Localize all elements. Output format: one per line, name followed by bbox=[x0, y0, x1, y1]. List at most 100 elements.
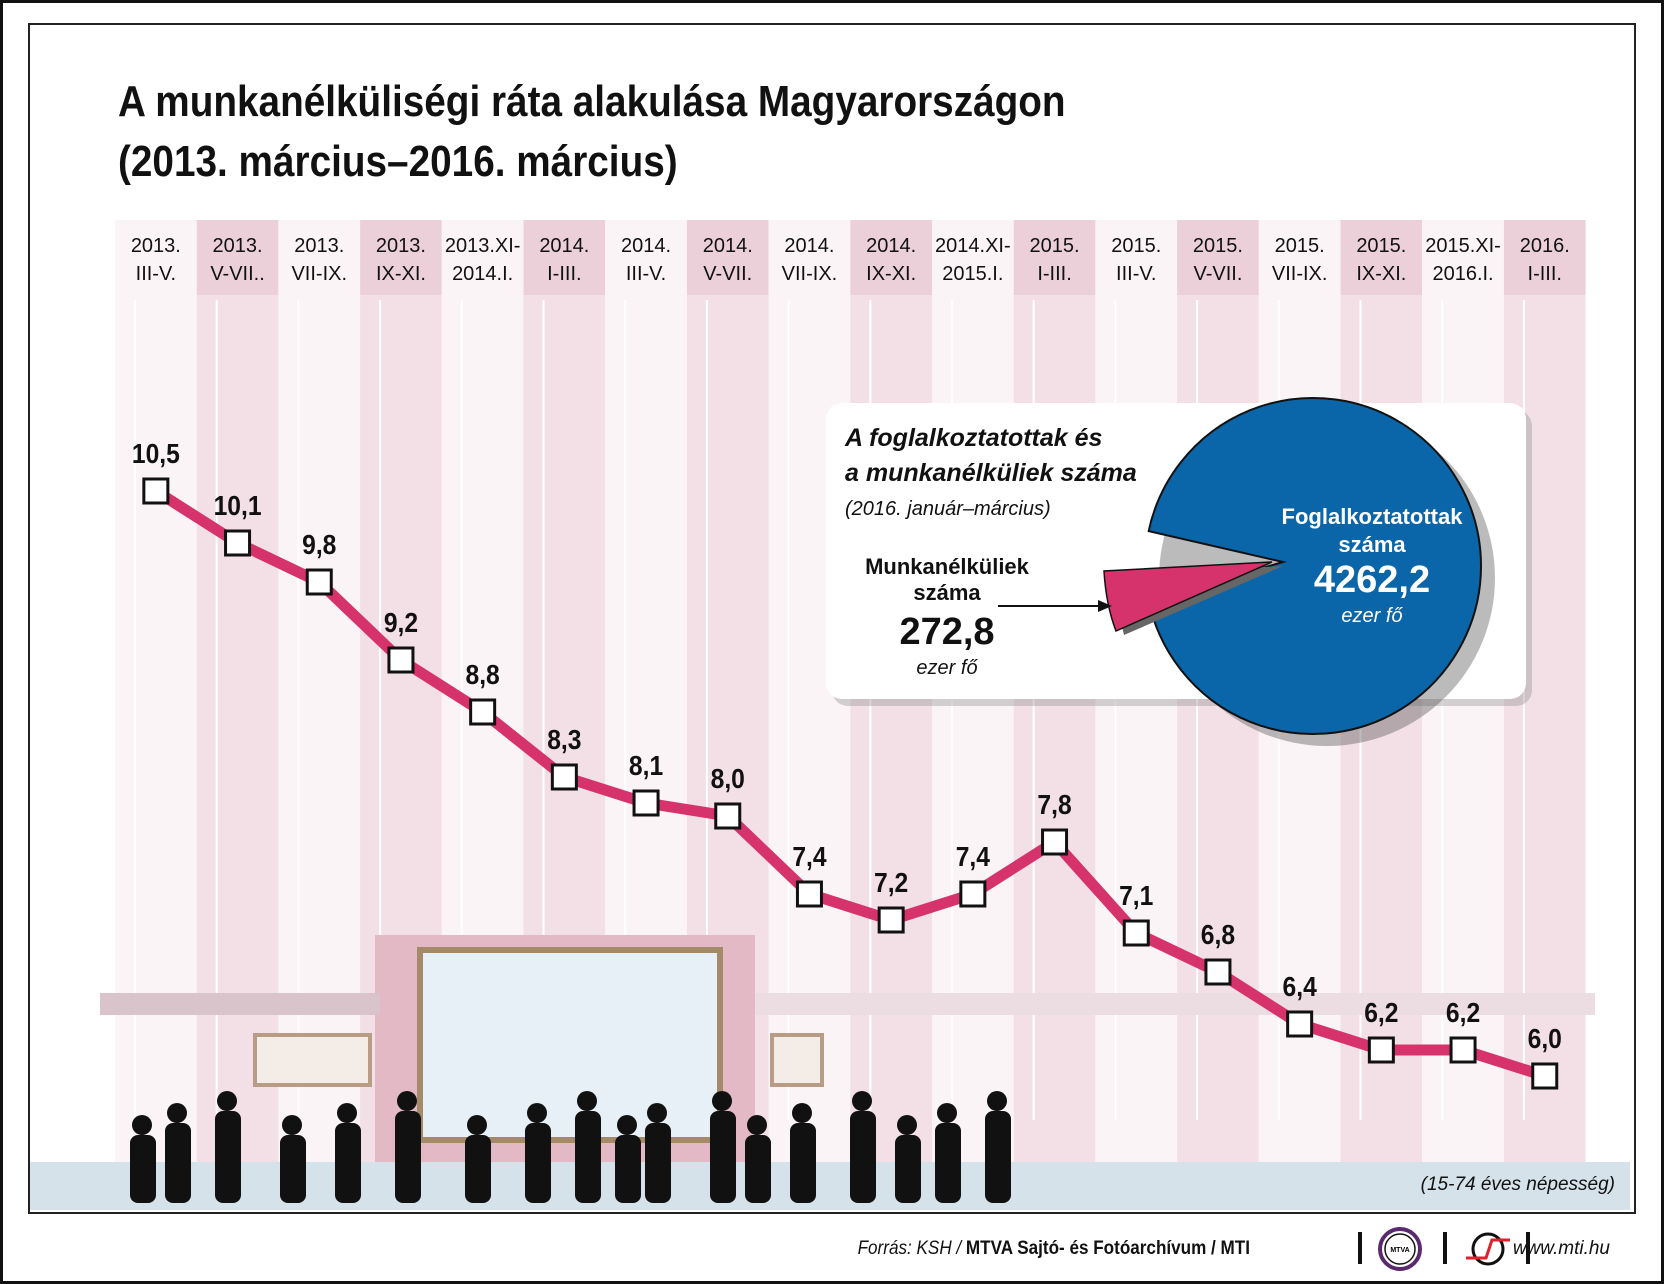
source-text: Forrás: KSH / MTVA Sajtó- és Fotóarchívu… bbox=[858, 1238, 1250, 1260]
header-cell bbox=[1258, 220, 1341, 295]
ground bbox=[30, 1162, 1630, 1210]
pie-slice-employed bbox=[1147, 397, 1482, 735]
category-label: 2014. bbox=[621, 235, 671, 257]
category-label: 2014. bbox=[866, 235, 916, 257]
header-cell bbox=[1422, 220, 1504, 295]
divider bbox=[1358, 1232, 1362, 1264]
category-label: 2013.XI- bbox=[445, 235, 521, 257]
population-note: (15-74 éves népesség) bbox=[1421, 1174, 1615, 1195]
chart-title: A munkanélküliségi ráta alakulása Magyar… bbox=[118, 72, 1066, 192]
data-label: 9,2 bbox=[384, 607, 418, 639]
data-point-marker bbox=[305, 568, 333, 596]
person-silhouette bbox=[937, 1103, 957, 1123]
person-silhouette bbox=[165, 1123, 191, 1203]
person-silhouette bbox=[712, 1091, 732, 1111]
person-silhouette bbox=[617, 1115, 637, 1135]
category-label: 2015. bbox=[1356, 235, 1406, 257]
slice-value: 272,8 bbox=[899, 611, 994, 653]
category-label: VII-IX. bbox=[782, 263, 838, 285]
building-ledge bbox=[100, 993, 380, 1015]
header-cell bbox=[1503, 220, 1586, 295]
category-label: 2015. bbox=[1030, 235, 1080, 257]
data-point-marker bbox=[1286, 1010, 1314, 1038]
inset-title: A foglalkoztatottak és bbox=[844, 424, 1103, 452]
category-label: V-VII. bbox=[1193, 263, 1242, 285]
category-label: 2016.I. bbox=[1432, 263, 1493, 285]
source-prefix: Forrás: KSH / bbox=[857, 1238, 966, 1259]
data-point-marker bbox=[1122, 919, 1150, 947]
data-point-marker bbox=[877, 906, 905, 934]
data-point-marker bbox=[142, 477, 170, 505]
category-label: 2015. bbox=[1193, 235, 1243, 257]
category-label: IX-XI. bbox=[376, 263, 426, 285]
person-silhouette bbox=[745, 1135, 771, 1203]
divider bbox=[1526, 1232, 1530, 1264]
category-label: III-V. bbox=[1116, 263, 1156, 285]
header-cell bbox=[115, 220, 197, 295]
person-silhouette bbox=[647, 1103, 667, 1123]
category-label: 2014. bbox=[703, 235, 753, 257]
person-silhouette bbox=[337, 1103, 357, 1123]
person-silhouette bbox=[850, 1111, 876, 1203]
category-label: 2014.XI- bbox=[935, 235, 1011, 257]
category-label: VII-IX. bbox=[291, 263, 347, 285]
column-band bbox=[115, 295, 197, 1165]
category-label: 2014. bbox=[784, 235, 834, 257]
pie-slice-unemployed bbox=[1103, 561, 1273, 633]
inset-title: a munkanélküliek száma bbox=[845, 459, 1137, 487]
slice-label: Munkanélküliek bbox=[865, 554, 1030, 579]
header-cell bbox=[360, 220, 442, 295]
data-point-marker bbox=[224, 529, 252, 557]
data-point-marker bbox=[795, 880, 823, 908]
person-silhouette bbox=[575, 1111, 601, 1203]
person-silhouette bbox=[987, 1091, 1007, 1111]
category-label: 2014.I. bbox=[452, 263, 513, 285]
person-silhouette bbox=[935, 1123, 961, 1203]
person-silhouette bbox=[215, 1111, 241, 1203]
person-silhouette bbox=[467, 1115, 487, 1135]
category-label: IX-XI. bbox=[866, 263, 916, 285]
website-link[interactable]: www.mti.hu bbox=[1512, 1238, 1610, 1259]
category-label: I-III. bbox=[1528, 263, 1562, 285]
header-cell bbox=[441, 220, 524, 295]
data-point-marker bbox=[1367, 1036, 1395, 1064]
category-label: 2013. bbox=[294, 235, 344, 257]
footer: Forrás: KSH / MTVA Sajtó- és Fotóarchívu… bbox=[0, 1226, 1640, 1271]
person-silhouette bbox=[527, 1103, 547, 1123]
data-label: 6,2 bbox=[1364, 997, 1398, 1029]
header-cell bbox=[1095, 220, 1178, 295]
slice-label: száma bbox=[1338, 532, 1406, 557]
data-point-marker bbox=[1531, 1062, 1559, 1090]
data-label: 6,8 bbox=[1201, 919, 1235, 951]
category-label: 2013. bbox=[213, 235, 263, 257]
header-cell bbox=[768, 220, 851, 295]
building-window bbox=[417, 947, 723, 1143]
header-cell bbox=[1177, 220, 1259, 295]
data-label: 10,5 bbox=[132, 438, 180, 470]
category-label: V-VII. bbox=[703, 263, 752, 285]
person-silhouette bbox=[710, 1111, 736, 1203]
title-line-2: (2013. március–2016. március) bbox=[118, 137, 678, 186]
building-ledge bbox=[755, 993, 1595, 1015]
person-silhouette bbox=[790, 1123, 816, 1203]
category-label: IX-XI. bbox=[1356, 263, 1406, 285]
data-point-marker bbox=[714, 802, 742, 830]
mtva-logo-text: MTVA bbox=[1390, 1247, 1409, 1254]
category-label: 2015.I. bbox=[942, 263, 1003, 285]
slice-unit: ezer fő bbox=[1341, 605, 1403, 627]
data-point-marker bbox=[1041, 828, 1069, 856]
data-point-marker bbox=[550, 763, 578, 791]
data-point-marker bbox=[469, 698, 497, 726]
data-label: 6,2 bbox=[1446, 997, 1480, 1029]
person-silhouette bbox=[167, 1103, 187, 1123]
source-agency: MTVA Sajtó- és Fotóarchívum / MTI bbox=[965, 1238, 1250, 1259]
data-point-marker bbox=[959, 880, 987, 908]
header-cell bbox=[850, 220, 932, 295]
header-cell bbox=[1340, 220, 1423, 295]
header-cell bbox=[686, 220, 769, 295]
person-silhouette bbox=[395, 1111, 421, 1203]
divider bbox=[1443, 1232, 1447, 1264]
category-label: III-V. bbox=[626, 263, 666, 285]
inset-subtitle: (2016. január–március) bbox=[845, 498, 1051, 520]
person-silhouette bbox=[792, 1103, 812, 1123]
